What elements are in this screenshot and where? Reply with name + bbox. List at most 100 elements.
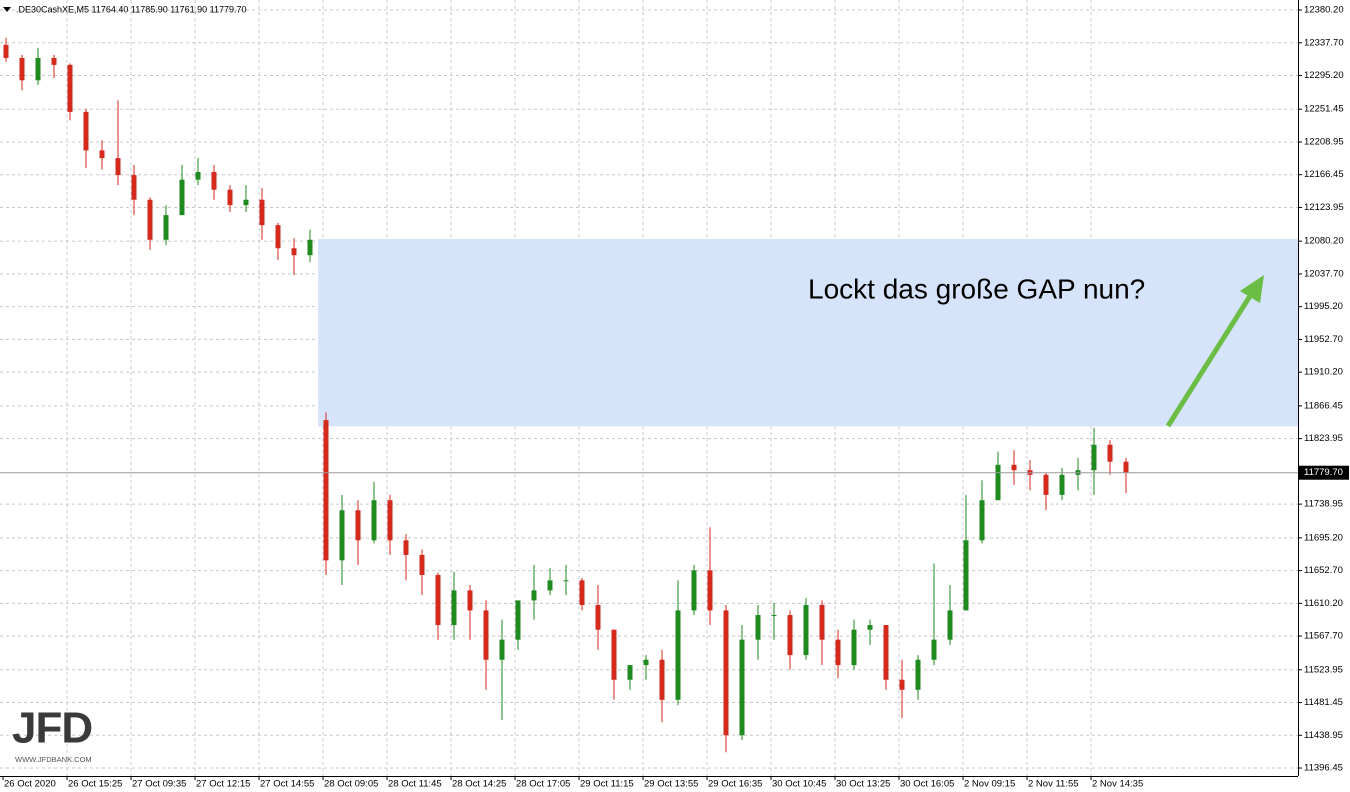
candle-body — [499, 639, 505, 660]
candle-body — [83, 111, 89, 151]
x-tick-label: 26 Oct 15:25 — [68, 779, 122, 790]
y-tick-label: 11396.45 — [1304, 763, 1343, 774]
candle-body — [211, 171, 217, 190]
last-price-label: 11779.70 — [1304, 467, 1343, 478]
candle-body — [131, 175, 137, 200]
y-tick-label: 11567.70 — [1304, 631, 1343, 642]
candle-body — [787, 615, 793, 656]
x-tick-label: 30 Oct 13:25 — [836, 779, 890, 790]
y-tick-label: 11438.95 — [1304, 730, 1343, 741]
candle-body — [467, 590, 473, 611]
candle-body — [451, 590, 457, 626]
candle-body — [851, 629, 857, 666]
candle-body — [1091, 444, 1097, 471]
y-tick-label: 11910.20 — [1304, 367, 1343, 378]
candle-body — [19, 57, 25, 81]
candle-body — [387, 500, 393, 541]
y-tick-label: 11481.45 — [1304, 697, 1343, 708]
y-tick-label: 12380.20 — [1304, 5, 1344, 16]
y-tick-label: 11652.70 — [1304, 565, 1343, 576]
menu-triangle[interactable] — [3, 7, 11, 12]
candle-body — [515, 600, 521, 640]
candle-body — [723, 610, 729, 736]
candle-body — [1043, 474, 1049, 495]
x-tick-label: 2 Nov 09:15 — [964, 779, 1015, 790]
candle-body — [803, 605, 809, 656]
candle-body — [323, 420, 329, 561]
y-tick-label: 12251.45 — [1304, 104, 1344, 115]
x-tick-label: 29 Oct 13:55 — [644, 779, 698, 790]
x-tick-label: 27 Oct 14:55 — [260, 779, 314, 790]
candle-body — [579, 580, 585, 606]
candle-body — [179, 179, 185, 216]
candle-body — [659, 659, 665, 700]
candle-body — [739, 639, 745, 736]
candle-body — [259, 199, 265, 226]
y-tick-label: 12166.45 — [1304, 169, 1344, 180]
x-tick-label: 27 Oct 12:15 — [196, 779, 250, 790]
y-tick-label: 11823.95 — [1304, 433, 1343, 444]
logo-brand: JFD — [12, 704, 92, 753]
arrow-shaft — [1165, 294, 1253, 428]
candle-body — [163, 215, 169, 240]
candle-body — [643, 659, 649, 666]
candle-body — [3, 44, 9, 58]
candle-body — [915, 659, 921, 690]
x-tick-label: 29 Oct 11:15 — [580, 779, 634, 790]
candle-body — [691, 570, 697, 611]
x-tick-label: 2 Nov 14:35 — [1092, 779, 1143, 790]
x-tick-label: 28 Oct 11:45 — [388, 779, 442, 790]
candle-body — [67, 64, 73, 112]
candle-body — [995, 464, 1001, 501]
candle-body — [1059, 474, 1065, 495]
y-tick-label: 12295.20 — [1304, 70, 1344, 81]
logo-site: WWW.JFDBANK.COM — [15, 755, 92, 764]
last-price-box — [1299, 465, 1349, 480]
x-tick-label: 30 Oct 10:45 — [772, 779, 826, 790]
y-tick-label: 12080.20 — [1304, 236, 1344, 247]
candle-body — [1107, 444, 1113, 462]
candle-body — [531, 590, 537, 601]
candle-body — [243, 199, 249, 206]
x-tick-label: 26 Oct 2020 — [4, 779, 56, 790]
candle-body — [51, 57, 57, 65]
candle-body — [547, 580, 553, 591]
candle-body — [627, 665, 633, 680]
candle-body — [195, 171, 201, 180]
y-tick-label: 11995.20 — [1304, 301, 1343, 312]
candle-body — [419, 554, 425, 575]
candle-body — [707, 570, 713, 611]
y-tick-label: 11866.45 — [1304, 400, 1343, 411]
y-tick-label: 12208.95 — [1304, 136, 1344, 147]
y-tick-label: 11695.20 — [1304, 532, 1343, 543]
candle-body — [483, 610, 489, 660]
y-tick-label: 12123.95 — [1304, 202, 1344, 213]
x-tick-label: 29 Oct 16:35 — [708, 779, 762, 790]
gap-zone — [318, 239, 1298, 427]
candle-body — [435, 574, 441, 626]
candle-body — [403, 540, 409, 555]
candle-body — [883, 625, 889, 680]
candle-body — [931, 639, 937, 660]
x-tick-label: 28 Oct 17:05 — [516, 779, 570, 790]
candles — [3, 37, 1129, 753]
candle-body — [1011, 464, 1017, 471]
candle-body — [947, 610, 953, 640]
candle-body — [835, 639, 841, 666]
candle-body — [867, 625, 873, 630]
x-tick-label: 28 Oct 09:05 — [324, 779, 378, 790]
candle-body — [307, 239, 313, 256]
candle-body — [595, 605, 601, 630]
candle-body — [371, 500, 377, 541]
candle-body — [675, 610, 681, 700]
y-tick-label: 11952.70 — [1304, 334, 1343, 345]
x-tick-label: 30 Oct 16:05 — [900, 779, 954, 790]
candle-body — [35, 57, 41, 81]
candle-body — [611, 629, 617, 680]
candle-body — [275, 225, 281, 249]
candle-body — [819, 605, 825, 640]
candle-body — [355, 510, 361, 541]
candle-body — [147, 199, 153, 240]
annotation: Lockt das große GAP nun? — [808, 273, 1145, 304]
gap-zone-layer — [318, 239, 1298, 427]
